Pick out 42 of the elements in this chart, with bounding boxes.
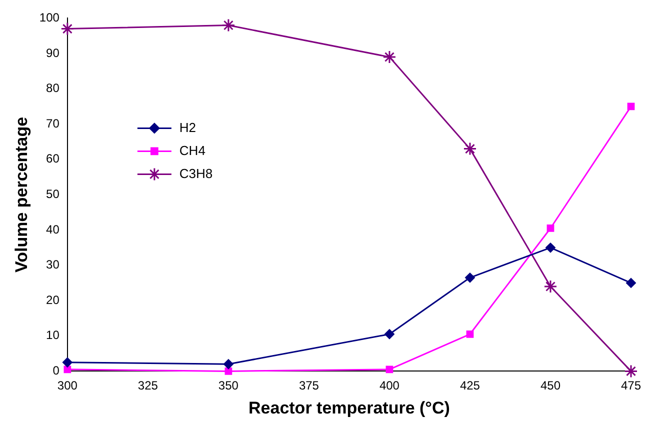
y-tick-label: 0: [52, 364, 60, 378]
point: [382, 50, 396, 64]
point: [386, 366, 394, 374]
point: [384, 329, 394, 340]
point: [224, 368, 232, 375]
point: [544, 280, 558, 294]
point: [62, 357, 72, 368]
y-tick-label: 60: [46, 152, 60, 166]
point: [466, 330, 474, 338]
point: [223, 359, 234, 370]
y-tick-label: 50: [46, 187, 60, 202]
x-tick-label: 375: [298, 378, 320, 393]
point: [64, 366, 72, 374]
x-tick-label: 400: [379, 378, 400, 393]
x-tick-label: 350: [218, 378, 239, 393]
y-tick-label: 20: [46, 292, 60, 307]
point: [627, 102, 635, 110]
y-tick-label: 40: [46, 222, 60, 236]
legend-label: CH4: [179, 142, 206, 158]
x-tick-label: 300: [57, 378, 78, 393]
x-tick-label: 325: [138, 378, 158, 393]
legend-label: C3H8: [179, 166, 213, 181]
point: [546, 224, 554, 232]
y-tick-label: 30: [46, 258, 60, 272]
x-tick-label: 475: [620, 378, 642, 393]
y-tick-label: 70: [46, 116, 60, 130]
point: [545, 242, 556, 253]
point: [60, 22, 74, 36]
point: [626, 278, 636, 288]
x-tick-label: 450: [540, 378, 561, 393]
x-axis-title: Reactor temperature (°C): [248, 398, 450, 418]
point: [624, 364, 638, 378]
y-axis-title: Volume percentage: [12, 116, 31, 272]
y-tick-label: 100: [39, 10, 60, 25]
y-tick-label: 90: [46, 46, 60, 60]
y-tick-label: 80: [46, 81, 60, 96]
legend-label: H2: [179, 120, 196, 135]
point: [463, 142, 477, 156]
x-tick-label: 425: [460, 378, 480, 393]
point: [222, 18, 236, 32]
point: [464, 272, 475, 283]
y-tick-label: 10: [46, 328, 60, 342]
